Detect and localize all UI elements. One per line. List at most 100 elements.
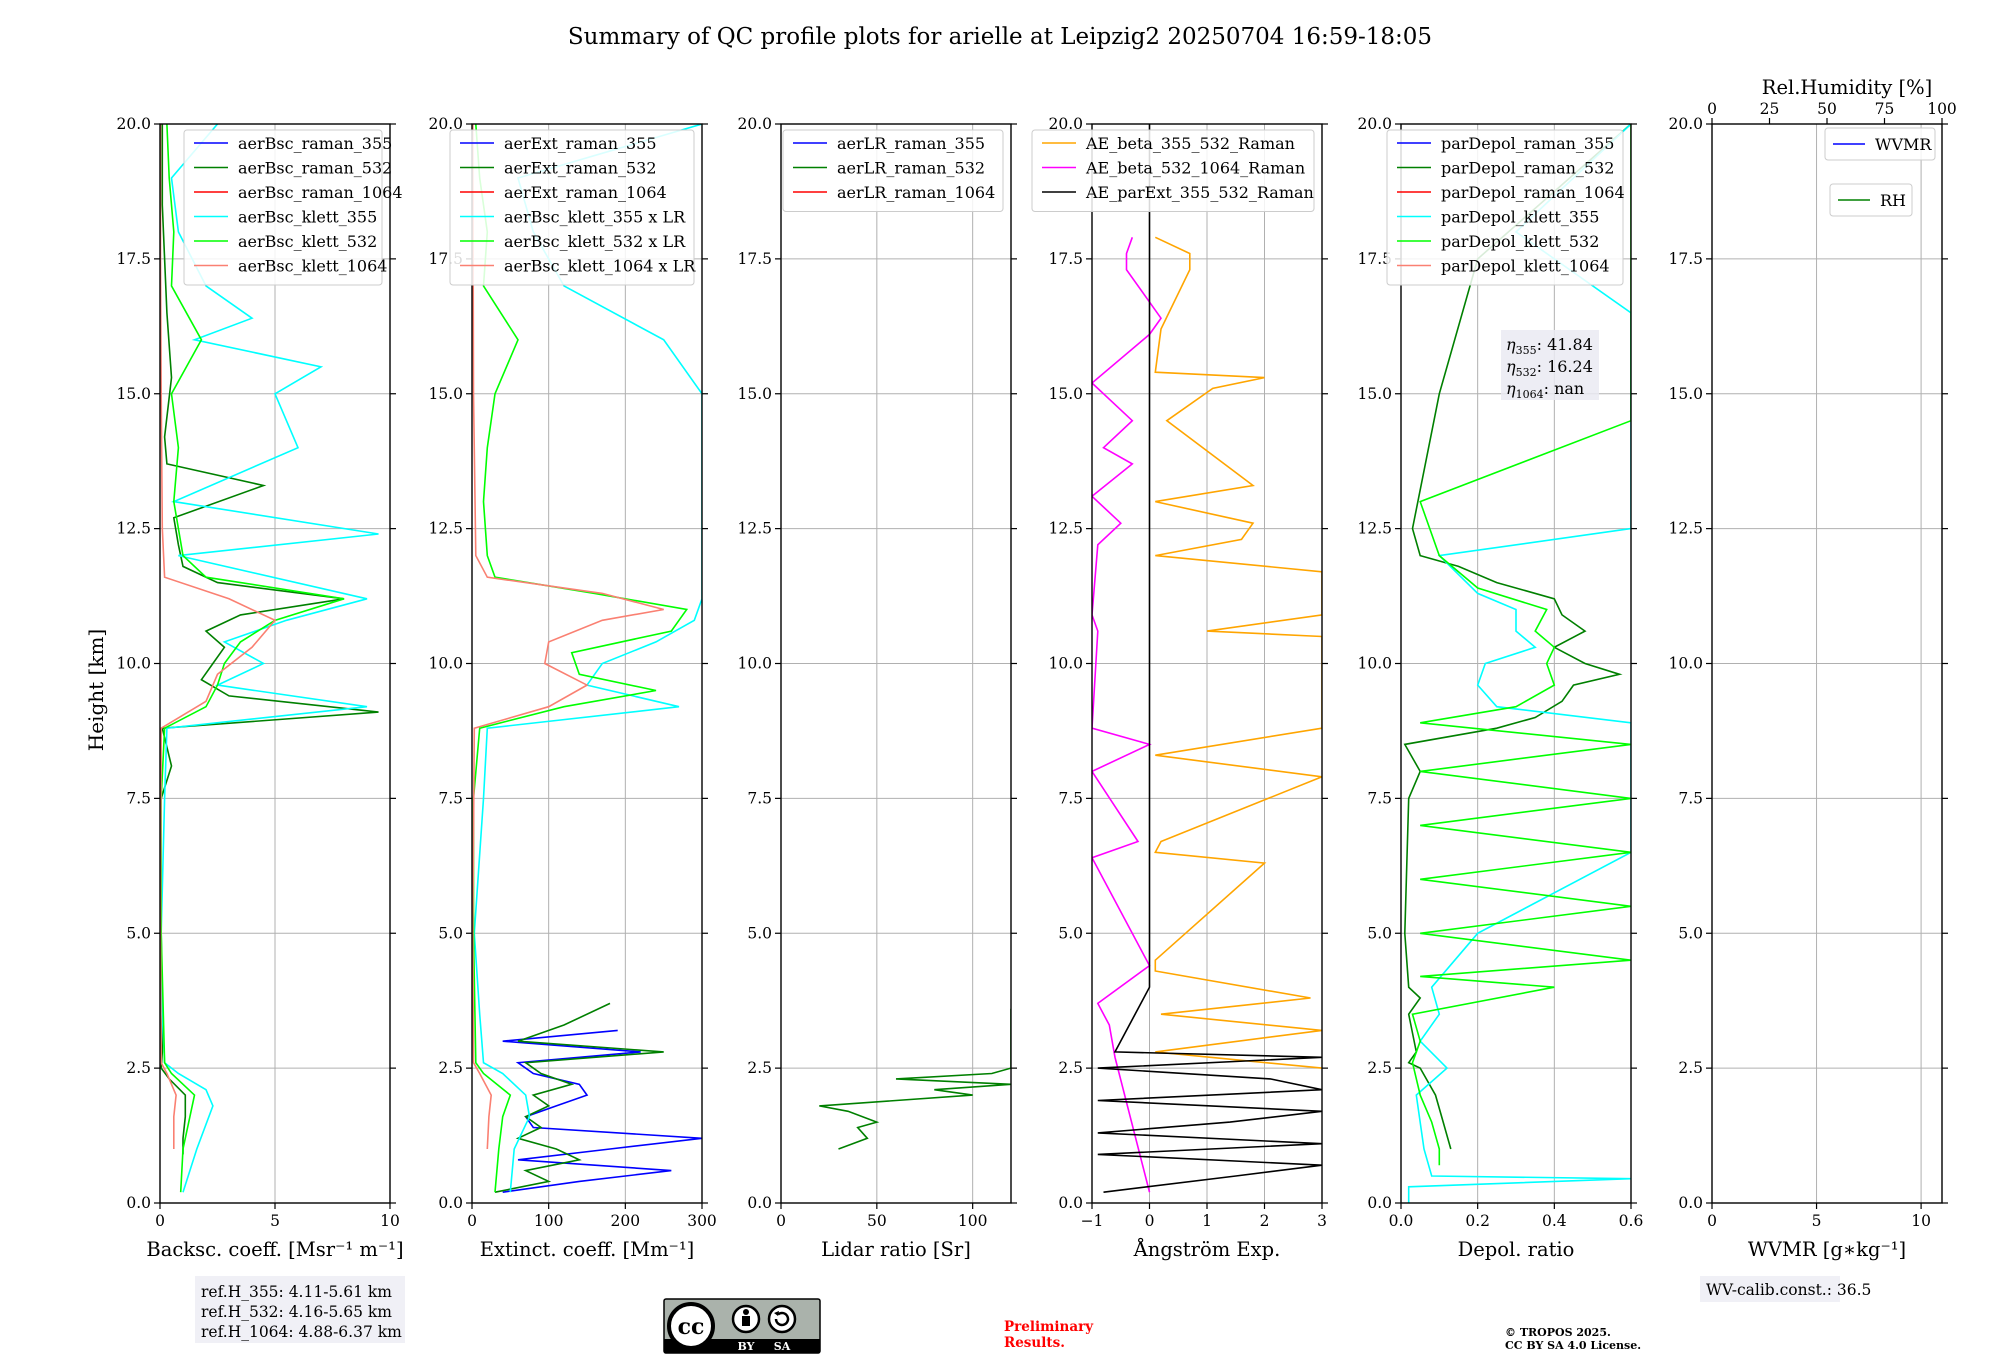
eta-label-1064: η1064: nan: [1506, 379, 1584, 401]
plot-area: [472, 124, 702, 1193]
x-tick-label: 5: [270, 1212, 280, 1230]
y-tick-label: 10.0: [737, 655, 772, 673]
plot-area: [160, 124, 379, 1193]
series-line-AE_beta_532_1064_Raman: [1092, 237, 1162, 1193]
legend-box: [1031, 129, 1315, 212]
y-tick-label: 5.0: [1058, 924, 1083, 942]
legend-label: aerExt_raman_1064: [504, 183, 667, 202]
series-line-parDepol_klett_532: [1411, 124, 1631, 1166]
eta-label-532: η532: 16.24: [1506, 357, 1593, 379]
legend-label: AE_beta_532_1064_Raman: [1085, 159, 1305, 178]
y-tick-label: 2.5: [1058, 1059, 1083, 1077]
y-tick-label: 20.0: [428, 115, 463, 133]
series-line-AE_beta_355_532_Raman: [1154, 236, 1322, 1069]
y-tick-label: 7.5: [438, 789, 463, 807]
y-tick-label: 15.0: [116, 385, 151, 403]
panel-6: 0.02.55.07.510.012.515.017.520.00 5 10WVMR…: [1668, 76, 1956, 1261]
legend-label: aerBsc_klett_532: [238, 232, 377, 251]
legend-box: [1386, 129, 1624, 286]
x-tick-label: 50: [867, 1212, 887, 1230]
x2-tick-label: 75: [1875, 100, 1895, 118]
x-tick-label: 3: [1317, 1212, 1327, 1230]
y-tick-label: 5.0: [1367, 924, 1392, 942]
x-tick-label: 1: [1202, 1212, 1212, 1230]
series-line-aerBsc_klett_532 x LR: [472, 124, 689, 1193]
legend-label: aerBsc_klett_355 x LR: [504, 208, 686, 227]
x2-tick-label: 0: [1707, 100, 1717, 118]
y-tick-label: 2.5: [438, 1059, 463, 1077]
legend-label: aerBsc_klett_532 x LR: [504, 232, 686, 251]
x-tick-label: 0.0: [1389, 1212, 1414, 1230]
figure-title: Summary of QC profile plots for arielle …: [568, 24, 1432, 50]
sa-label: SA: [774, 1340, 791, 1353]
x-axis-label: Ångström Exp.: [1133, 1236, 1281, 1261]
y-tick-label: 17.5: [1048, 250, 1083, 268]
y-tick-label: 20.0: [1048, 115, 1083, 133]
legend-box: [449, 129, 695, 286]
legend-label: RH: [1880, 191, 1906, 210]
y-tick-label: 17.5: [1668, 250, 1703, 268]
legend-box: [782, 129, 1004, 212]
y-tick-label: 0.0: [438, 1194, 463, 1212]
x-tick-label: 0.4: [1542, 1212, 1567, 1230]
y-tick-label: 15.0: [1048, 385, 1083, 403]
legend-label: aerBsc_klett_355: [238, 208, 377, 227]
y-tick-label: 0.0: [1678, 1194, 1703, 1212]
eta-box: [1501, 330, 1599, 400]
legend-label: aerBsc_klett_1064: [238, 257, 387, 276]
ref-height-1064: ref.H_1064: 4.88-6.37 km: [201, 1323, 402, 1341]
series-line-AE_parExt_355_532_Raman: [1097, 124, 1322, 1193]
x-tick-label: 10: [1911, 1212, 1931, 1230]
x-tick-label: 0: [1145, 1212, 1155, 1230]
x-axis-label: Depol. ratio: [1458, 1238, 1575, 1261]
legend-label: parDepol_raman_355: [1441, 134, 1614, 153]
y-tick-label: 7.5: [1678, 789, 1703, 807]
y-tick-label: 12.5: [116, 520, 151, 538]
y-axis-label: Height [km]: [84, 629, 108, 751]
legend-label: aerExt_raman_532: [504, 159, 657, 178]
legend-label: aerBsc_raman_355: [238, 134, 392, 153]
series-line-aerBsc_klett_532: [160, 124, 345, 1193]
copyright-line-1: © TROPOS 2025.: [1505, 1326, 1611, 1339]
x-axis-label: Extinct. coeff. [Mm⁻¹]: [480, 1238, 695, 1261]
panel-2: 0.02.55.07.510.012.515.017.520.00 100 200 3…: [428, 115, 716, 1261]
y-tick-label: 0.0: [747, 1194, 772, 1212]
y-tick-label: 10.0: [116, 655, 151, 673]
x2-tick-label: 25: [1760, 100, 1780, 118]
legend-label: aerBsc_raman_532: [238, 159, 392, 178]
cc-license-badge: cc BY SA: [663, 1298, 821, 1354]
panel-1: 0.0 2.5 5.0 7.5 10.0 12.5 15.0 17.5 20.0 0 5 10 Back…: [116, 115, 403, 1261]
y-tick-label: 20.0: [116, 115, 151, 133]
x-tick-label: 0: [155, 1212, 165, 1230]
preliminary-line-2: Results.: [1004, 1335, 1065, 1351]
y-tick-label: 12.5: [1048, 520, 1083, 538]
legend-label: aerBsc_raman_1064: [238, 183, 403, 202]
y-tick-label: 7.5: [747, 789, 772, 807]
series-line-aerBsc_raman_532: [160, 124, 379, 1155]
ref-heights-box: ref.H_355: 4.11-5.61 km ref.H_532: 4.16-…: [195, 1276, 405, 1343]
y-tick-label: 15.0: [1668, 385, 1703, 403]
cc-logo-text: cc: [678, 1314, 705, 1340]
y-tick-label: 12.5: [1668, 520, 1703, 538]
ref-height-532: ref.H_532: 4.16-5.65 km: [201, 1303, 392, 1321]
y-tick-label: 12.5: [737, 520, 772, 538]
y-tick-label: 7.5: [126, 789, 151, 807]
x2-axis-label: Rel.Humidity [%]: [1762, 76, 1932, 99]
y-tick-label: 5.0: [747, 924, 772, 942]
y-tick-label: 5.0: [126, 924, 151, 942]
series-line-aerExt_raman_532: [494, 1002, 664, 1193]
y-tick-label: 2.5: [1678, 1059, 1703, 1077]
y-tick-label: 20.0: [737, 115, 772, 133]
y-tick-label: 10.0: [1668, 655, 1703, 673]
y-tick-label: 17.5: [737, 250, 772, 268]
y-tick-label: 10.0: [1357, 655, 1392, 673]
panel-4: 0.0 2.5 5.0 7.5 10.0 12.5 15.0 17.5 20.0 −1 0 1 2 3 Ån…: [1031, 115, 1328, 1261]
y-tick-label: 10.0: [428, 655, 463, 673]
legend-label: aerBsc_klett_1064 x LR: [504, 257, 696, 276]
series-line-aerExt_raman_355: [502, 1029, 702, 1193]
series-line-aerLR_raman_532: [819, 1008, 1011, 1150]
x-tick-label: 100: [958, 1212, 988, 1230]
x2-tick-label: 50: [1817, 100, 1837, 118]
x-tick-label: 2: [1260, 1212, 1270, 1230]
